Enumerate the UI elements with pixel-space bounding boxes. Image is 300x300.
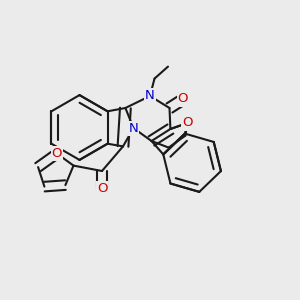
Text: O: O [178, 92, 188, 106]
Text: O: O [182, 116, 193, 130]
Text: N: N [145, 89, 155, 103]
Text: N: N [129, 122, 138, 135]
Text: O: O [97, 182, 107, 195]
Text: O: O [52, 147, 62, 160]
